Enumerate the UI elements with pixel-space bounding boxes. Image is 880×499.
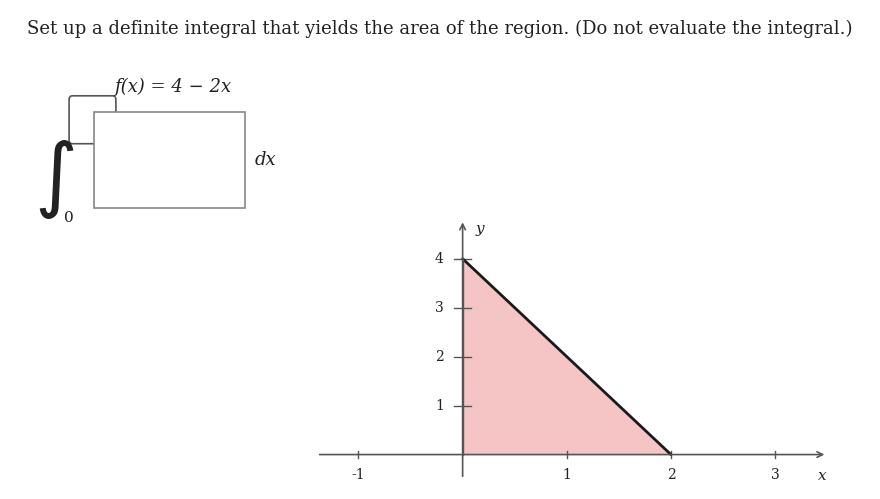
Text: x: x [818, 469, 826, 483]
Text: 2: 2 [666, 468, 675, 482]
Text: 4: 4 [435, 251, 444, 266]
Text: y: y [475, 222, 484, 236]
Text: dx: dx [254, 151, 276, 169]
Text: $\int$: $\int$ [33, 139, 74, 221]
Text: 1: 1 [562, 468, 571, 482]
Text: 3: 3 [771, 468, 780, 482]
Text: f(x) = 4 − 2x: f(x) = 4 − 2x [114, 77, 231, 96]
FancyBboxPatch shape [70, 96, 116, 144]
Text: Set up a definite integral that yields the area of the region. (Do not evaluate : Set up a definite integral that yields t… [27, 20, 853, 38]
Text: 1: 1 [435, 399, 444, 413]
Text: 2: 2 [435, 350, 444, 364]
Text: -1: -1 [352, 468, 365, 482]
Bar [94, 112, 245, 208]
Text: 0: 0 [64, 211, 74, 225]
Text: 3: 3 [435, 301, 444, 315]
Polygon shape [463, 258, 671, 455]
